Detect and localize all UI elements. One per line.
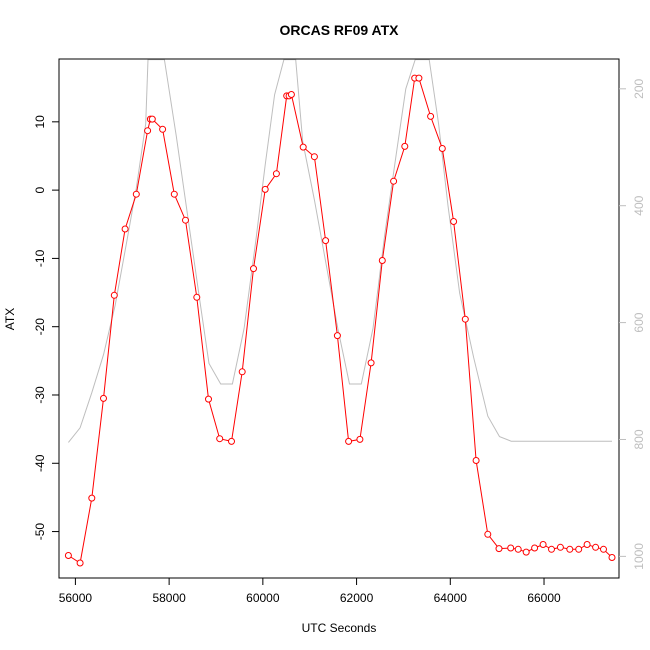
data-point	[310, 153, 318, 161]
data-point	[522, 548, 530, 556]
data-point	[345, 437, 353, 445]
y-axis: 10 0 -10 -20 -30 -40 -50	[33, 115, 59, 540]
x-tick-label: 56000	[59, 591, 93, 605]
data-point	[64, 552, 72, 559]
primary-series	[64, 74, 616, 567]
data-point	[299, 143, 307, 151]
data-point	[390, 177, 398, 185]
data-point	[378, 257, 386, 264]
data-point	[144, 127, 152, 135]
data-point	[495, 545, 503, 553]
data-point	[472, 457, 480, 464]
x-tick-label: 62000	[340, 591, 374, 605]
y-tick-label: -40	[33, 454, 47, 472]
y-tick-label: -10	[33, 249, 47, 267]
data-point	[170, 190, 178, 198]
x-tick-label: 64000	[434, 591, 468, 605]
y2-tick-label: 600	[632, 312, 646, 332]
chart-title: ORCAS RF09 ATX	[279, 22, 399, 38]
data-point	[193, 293, 201, 301]
data-point	[600, 545, 607, 553]
data-point	[272, 170, 280, 178]
x-tick-label: 60000	[246, 591, 280, 605]
data-point	[539, 541, 547, 548]
y-axis-label: ATX	[3, 308, 17, 330]
y-tick-label: -50	[33, 523, 47, 541]
data-point	[322, 237, 330, 245]
data-point	[132, 190, 140, 198]
data-point	[110, 291, 118, 299]
data-point	[401, 142, 409, 150]
data-point	[566, 545, 574, 553]
data-point	[461, 315, 469, 323]
right-axis: 200 400 600 800 1000	[619, 78, 646, 570]
secondary-series-line	[68, 59, 612, 443]
data-point	[159, 125, 167, 133]
data-point	[76, 559, 84, 567]
data-point	[182, 216, 189, 224]
y-tick-label: -30	[33, 386, 47, 404]
data-point	[507, 544, 515, 552]
data-point	[583, 541, 591, 548]
data-point	[250, 265, 257, 273]
y2-tick-label: 1000	[632, 543, 646, 570]
data-point	[205, 395, 212, 403]
data-point	[88, 494, 96, 502]
y2-tick-label: 800	[632, 429, 646, 449]
data-point	[556, 543, 564, 551]
data-point	[575, 545, 583, 553]
data-point	[121, 225, 129, 233]
y-tick-label: 0	[33, 186, 47, 193]
y2-tick-label: 400	[632, 195, 646, 215]
secondary-series	[68, 59, 612, 443]
data-point	[333, 332, 341, 340]
y2-tick-label: 200	[632, 78, 646, 98]
data-point	[261, 185, 269, 193]
x-axis: 56000 58000 60000 62000 64000 66000	[59, 578, 561, 605]
x-axis-label: UTC Seconds	[302, 621, 377, 635]
data-point	[450, 218, 458, 225]
data-point	[438, 145, 446, 152]
data-point	[228, 437, 235, 445]
x-tick-label: 66000	[527, 591, 561, 605]
data-point	[427, 112, 435, 120]
data-point	[415, 74, 423, 82]
plot-frame	[58, 58, 620, 579]
data-point	[238, 368, 246, 376]
data-point	[287, 91, 295, 98]
data-point	[592, 543, 600, 551]
data-point	[548, 545, 555, 553]
data-point	[514, 545, 522, 553]
data-point	[608, 554, 616, 561]
data-point	[100, 394, 107, 402]
data-point	[148, 115, 156, 123]
data-point	[531, 544, 539, 552]
data-point	[367, 359, 375, 367]
data-point	[356, 435, 364, 443]
y-tick-label: 10	[33, 115, 47, 129]
y-tick-label: -20	[33, 318, 47, 336]
data-point	[484, 530, 492, 538]
data-point	[216, 435, 224, 443]
x-tick-label: 58000	[152, 591, 186, 605]
